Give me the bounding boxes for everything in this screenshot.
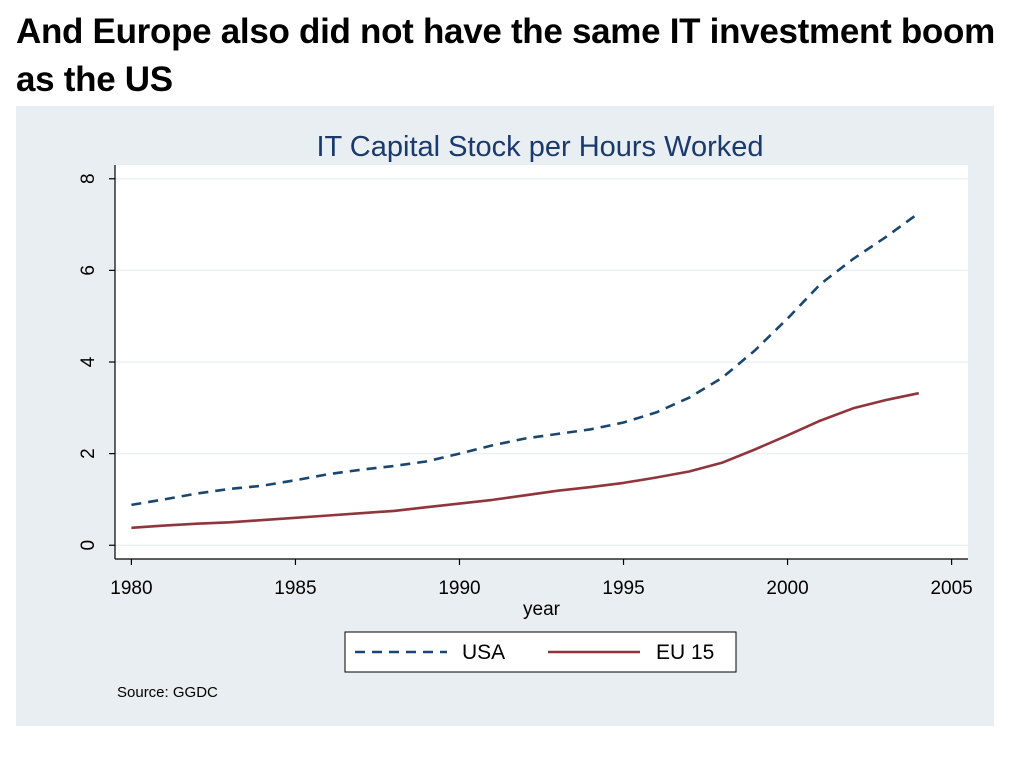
legend-label: USA: [462, 641, 505, 664]
x-tick-label: 2005: [930, 578, 972, 599]
y-axis-ticks: 0 2 4 6 8: [78, 173, 115, 551]
legend: USA EU 15: [344, 631, 737, 673]
series-lines: [131, 212, 920, 530]
x-tick-label: 1995: [602, 578, 644, 599]
gridlines: [115, 177, 968, 547]
x-tick-label: 1990: [438, 578, 480, 599]
slide-title: And Europe also did not have the same IT…: [16, 12, 995, 99]
x-tick-label: 2000: [766, 578, 808, 599]
legend-label: EU 15: [656, 641, 714, 664]
series-line-usa: [131, 212, 920, 507]
series-line-eu-15: [131, 391, 920, 530]
x-axis-label: year: [523, 599, 561, 620]
line-chart: IT Capital Stock per Hours Worked 02468 …: [78, 131, 973, 701]
chart-title: IT Capital Stock per Hours Worked: [317, 131, 764, 163]
source-note: Source: GGDC: [117, 684, 218, 701]
x-axis-ticks: 1980 1985 1990 1995 2000 2005: [110, 559, 973, 599]
y-tick-label: 8: [78, 173, 99, 184]
x-tick-label: 1980: [110, 578, 152, 599]
y-tick-label: 2: [78, 448, 99, 459]
y-tick-label: 6: [78, 265, 99, 276]
y-tick-label: 4: [78, 356, 99, 367]
y-tick-label: 0: [78, 540, 99, 551]
x-tick-label: 1985: [274, 578, 316, 599]
